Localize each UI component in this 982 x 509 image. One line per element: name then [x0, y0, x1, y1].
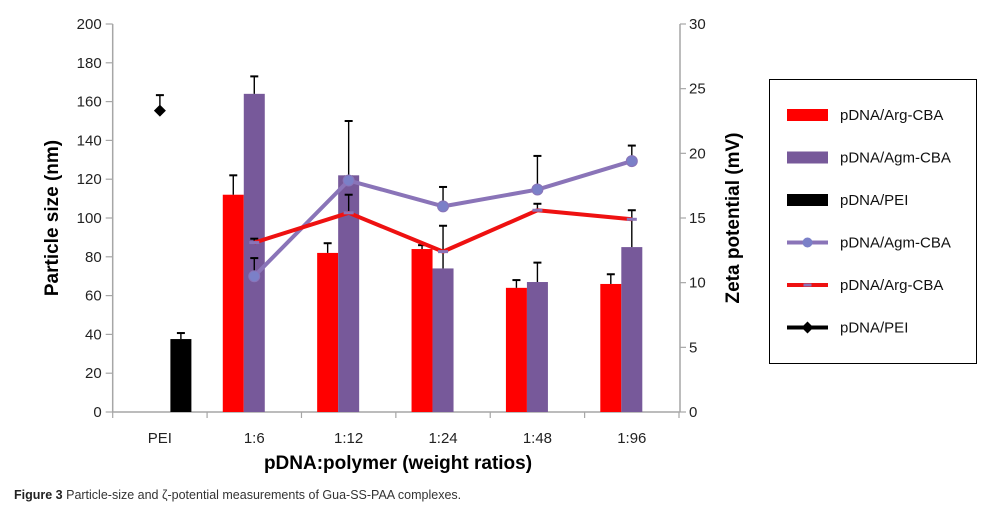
y-tick-label: 40: [85, 326, 102, 343]
y2-axis-title: Zeta potential (mV): [723, 132, 744, 303]
bar-pdna-arg-cba: [222, 194, 244, 412]
bar-pdna-agm-cba: [432, 268, 454, 412]
marker-pdna-agm-cba: [625, 155, 638, 168]
chart: 0 20 40 60 80 100 120 140 160 180 200 0 5 10 15 20 25 30 P…: [42, 16, 977, 474]
bar-pdna-agm-cba: [338, 175, 360, 412]
y2-tick-label: 0: [689, 404, 697, 421]
y2-tick-label: 25: [689, 81, 706, 98]
bars: [170, 75, 643, 412]
y2-tick-label: 15: [689, 210, 706, 227]
y-tick-label: 80: [85, 249, 102, 266]
marker-pdna-agm-cba: [531, 183, 544, 196]
lines: [153, 94, 638, 283]
marker-pdna-pei: [153, 104, 166, 117]
x-tick-label: 1:6: [244, 430, 265, 447]
legend-swatch-bar-pdna-pei: [787, 194, 828, 206]
legend-label: pDNA/Arg-CBA: [840, 107, 943, 124]
legend-label: pDNA/Agm-CBA: [840, 235, 951, 252]
y-tick-label: 100: [77, 210, 102, 227]
bar-pdna-arg-cba: [505, 287, 527, 412]
bar-pdna-agm-cba: [621, 247, 643, 412]
y-tick-label: 180: [77, 55, 102, 72]
legend-label: pDNA/Arg-CBA: [840, 277, 943, 294]
bar-pdna-arg-cba: [411, 249, 433, 412]
marker-pdna-agm-cba: [437, 200, 450, 213]
y-tick-label: 120: [77, 171, 102, 188]
y-tick-label: 60: [85, 288, 102, 305]
bar-pdna-pei: [170, 339, 192, 412]
y2-tick-label: 30: [689, 16, 706, 33]
y-tick-label: 0: [93, 404, 101, 421]
figure-label: Figure 3: [14, 488, 63, 502]
y-tick-label: 140: [77, 132, 102, 149]
figure-caption-text: Particle-size and ζ-potential measuremen…: [66, 488, 462, 502]
bar-pdna-agm-cba: [526, 282, 548, 412]
marker-pdna-agm-cba: [342, 174, 355, 187]
legend: pDNA/Arg-CBA pDNA/Agm-CBA pDNA/PEI pDNA/Agm…: [769, 79, 977, 364]
legend-swatch-bar-pdna-agm-cba: [787, 151, 828, 164]
y2-tick-label: 10: [689, 275, 706, 292]
x-tick-label: 1:96: [617, 430, 646, 447]
bar-pdna-arg-cba: [600, 283, 622, 412]
x-tick-label: PEI: [148, 430, 172, 447]
legend-marker-circle: [802, 237, 813, 248]
x-tick-label: 1:12: [334, 430, 363, 447]
legend-marker-diamond: [801, 321, 814, 334]
legend-label: pDNA/PEI: [840, 192, 908, 209]
x-tick-label: 1:48: [523, 430, 552, 447]
y2-tick-label: 5: [689, 339, 697, 356]
legend-label: pDNA/Agm-CBA: [840, 150, 951, 167]
y2-tick-label: 20: [689, 145, 706, 162]
legend-label: pDNA/PEI: [840, 320, 908, 337]
legend-box: [769, 79, 977, 364]
y-tick-label: 200: [77, 16, 102, 33]
bar-pdna-arg-cba: [317, 252, 339, 412]
y-axis-title: Particle size (nm): [42, 140, 63, 296]
x-axis-title: pDNA:polymer (weight ratios): [264, 453, 532, 474]
x-tick-label: 1:24: [428, 430, 457, 447]
legend-swatch-bar-pdna-arg-cba: [787, 109, 828, 121]
y-tick-label: 160: [77, 94, 102, 111]
axes: 0 20 40 60 80 100 120 140 160 180 200 0 5 10 15 20 25 30 P…: [77, 16, 706, 447]
bar-pdna-agm-cba: [243, 93, 265, 412]
y-tick-label: 20: [85, 365, 102, 382]
marker-pdna-agm-cba: [248, 270, 261, 283]
figure-caption: Figure 3 Particle-size and ζ-potential m…: [14, 488, 461, 502]
